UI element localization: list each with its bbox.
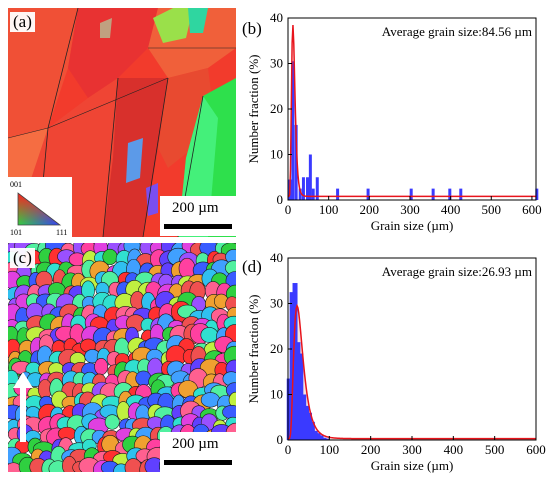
ipf-legend: 001 101 111 [8, 177, 72, 237]
x-axis-label: Grain size (µm) [371, 458, 454, 473]
x-tick-label: 200 [361, 442, 381, 457]
histogram-bar [294, 124, 298, 200]
histogram-bar [324, 438, 330, 440]
x-tick-label: 400 [441, 202, 461, 217]
x-tick-label: 300 [400, 202, 420, 217]
scale-bar-box-a [160, 196, 236, 236]
x-tick-label: 100 [320, 442, 340, 457]
histogram-bar [311, 188, 315, 200]
histogram-bar [409, 188, 413, 200]
x-tick-label: 600 [526, 442, 546, 457]
histogram-bar [308, 154, 312, 200]
x-tick-label: 600 [522, 202, 542, 217]
histogram-bar [291, 61, 295, 200]
histogram-bar [312, 430, 318, 440]
y-tick-label: 10 [270, 147, 283, 162]
histogram-bar [298, 188, 302, 200]
x-tick-label: 100 [319, 202, 339, 217]
scale-bar-a [164, 224, 232, 229]
y-tick-label: 30 [270, 56, 283, 71]
y-axis-label: Number fraction (%) [246, 294, 261, 403]
histogram-bar [306, 177, 310, 200]
panel-label-c: (c) [10, 248, 35, 268]
y-tick-label: 20 [270, 101, 283, 116]
y-tick-label: 0 [277, 192, 284, 207]
x-tick-label: 400 [444, 442, 464, 457]
y-tick-label: 40 [270, 10, 283, 25]
scale-bar-label-a: 200 µm [172, 200, 219, 216]
histogram-bar [315, 433, 321, 440]
histogram-bar [289, 292, 295, 440]
ebsd-map-c [8, 243, 236, 472]
histogram-bar [321, 437, 327, 440]
histogram-bar [286, 378, 292, 440]
panel-label-a: (a) [10, 12, 35, 32]
histogram-bar [306, 412, 312, 440]
x-tick-label: 200 [360, 202, 380, 217]
histogram-bar [304, 405, 310, 440]
histogram-bar [295, 342, 301, 440]
histogram-bar [309, 421, 315, 440]
x-tick-label: 300 [402, 442, 422, 457]
histogram-bar [431, 188, 435, 200]
y-tick-label: 10 [270, 387, 283, 402]
scale-bar-label-c: 200 µm [172, 436, 219, 452]
build-direction-arrow-icon [13, 372, 33, 442]
y-tick-label: 0 [277, 432, 284, 447]
panel-label: (b) [242, 19, 262, 38]
x-tick-label: 0 [285, 442, 292, 457]
histogram-bar [315, 177, 319, 200]
y-tick-label: 30 [270, 296, 283, 311]
average-grain-size-annotation: Average grain size:84.56 µm [382, 24, 532, 39]
histogram-bar [301, 394, 307, 440]
scale-bar-c [164, 460, 232, 465]
x-tick-label: 0 [285, 202, 292, 217]
fit-curve-fill [288, 25, 536, 200]
histogram-bar [336, 188, 340, 200]
ipf-111-label: 111 [56, 228, 67, 237]
histogram-bar [366, 188, 370, 200]
x-tick-label: 500 [482, 202, 502, 217]
histogram-bar [459, 188, 463, 200]
histogram-bar [318, 435, 324, 440]
panel-label: (d) [242, 257, 262, 276]
ipf-001-label: 001 [10, 180, 22, 189]
y-tick-label: 40 [270, 250, 283, 265]
plot-frame [287, 257, 537, 441]
ipf-101-label: 101 [10, 228, 22, 237]
fit-curve-fill [288, 305, 536, 440]
fit-curve-line [288, 24, 536, 198]
y-axis-label: Number fraction (%) [246, 54, 261, 163]
histogram-bar [301, 177, 305, 200]
histogram-bar [292, 283, 298, 440]
fit-curve-line [288, 303, 536, 440]
histogram-bar [535, 188, 539, 200]
x-axis-label: Grain size (µm) [371, 218, 454, 233]
scale-bar-box-c [160, 432, 236, 472]
chart-d: 0 100 200 300 400 500 600 0 10 20 30 40 Grain size (… [242, 250, 546, 473]
average-grain-size-annotation: Average grain size:26.93 µm [382, 264, 532, 279]
chart-b: 0 100 200 300 400 500 600 0 10 20 30 40 Grain size (… [242, 10, 542, 233]
histogram-bar [298, 353, 304, 440]
plot-frame [287, 17, 537, 201]
y-tick-label: 20 [270, 341, 283, 356]
x-tick-label: 500 [485, 442, 505, 457]
histogram-bar [448, 188, 452, 200]
